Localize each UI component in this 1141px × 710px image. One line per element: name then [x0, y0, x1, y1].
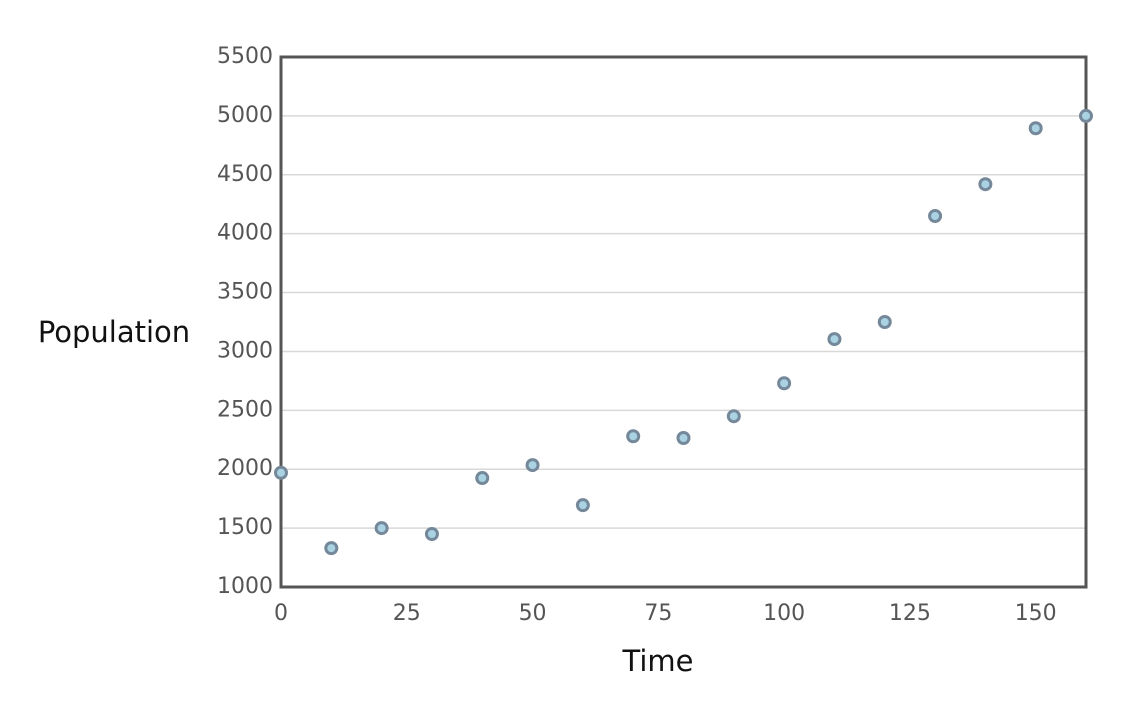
x-axis-label: Time — [622, 644, 694, 678]
point — [374, 521, 389, 536]
y-tick-label: 4500 — [217, 162, 273, 187]
plot-frame — [279, 55, 1088, 589]
point — [324, 541, 339, 556]
point — [676, 431, 691, 446]
point — [777, 376, 792, 391]
x-tick-label: 100 — [763, 601, 805, 626]
y-tick-label: 1000 — [217, 574, 273, 599]
point — [525, 458, 540, 473]
y-tick-label: 5500 — [217, 44, 273, 69]
x-tick-label: 0 — [274, 601, 288, 626]
y-tick-label: 4000 — [217, 221, 273, 246]
point — [877, 315, 892, 329]
point — [1079, 108, 1093, 123]
point — [726, 409, 741, 424]
y-axis-label: Population — [38, 315, 190, 349]
point — [475, 471, 490, 486]
x-tick-label: 50 — [519, 601, 547, 626]
x-tick-label: 25 — [393, 601, 421, 626]
y-tick-label: 1500 — [217, 515, 273, 540]
x-tick-label: 75 — [644, 601, 672, 626]
x-tick-label: 125 — [889, 601, 931, 626]
point — [626, 429, 641, 444]
y-tick-label: 5000 — [217, 103, 273, 128]
point — [928, 209, 943, 223]
y-tick-label: 3500 — [217, 280, 273, 305]
point — [424, 527, 439, 541]
point — [978, 177, 993, 192]
x-tick-label: 150 — [1015, 601, 1057, 626]
point — [274, 465, 288, 480]
point — [575, 498, 590, 513]
y-tick-label: 2500 — [217, 397, 273, 422]
y-tick-label: 2000 — [217, 456, 273, 481]
point — [1028, 121, 1043, 136]
y-tick-label: 3000 — [217, 338, 273, 363]
point — [827, 332, 842, 347]
